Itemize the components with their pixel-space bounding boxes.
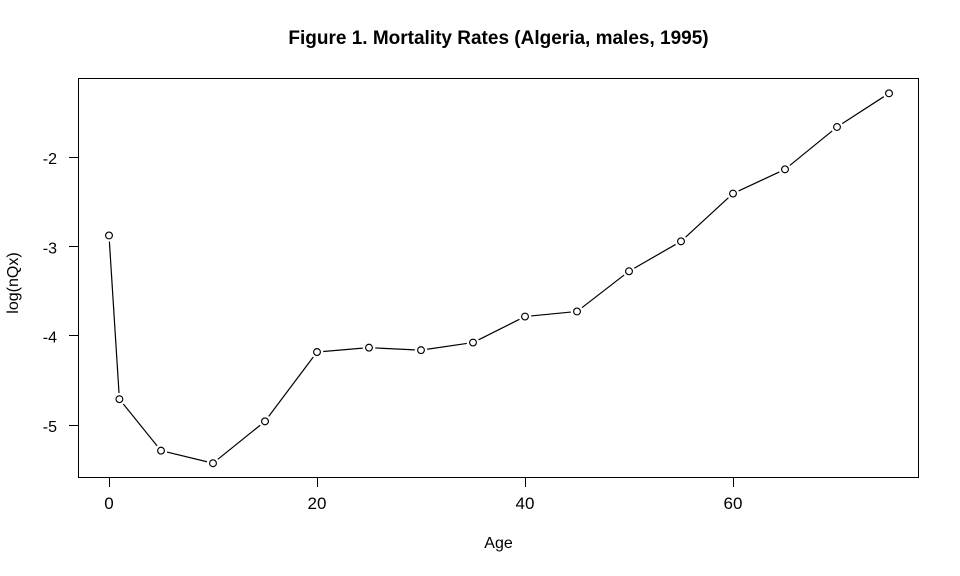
svg-text:-2: -2: [43, 151, 57, 168]
svg-text:-4: -4: [43, 330, 57, 347]
svg-text:-3: -3: [43, 240, 57, 257]
svg-text:0: 0: [104, 494, 113, 513]
svg-text:60: 60: [724, 494, 743, 513]
svg-text:20: 20: [308, 494, 327, 513]
svg-text:40: 40: [516, 494, 535, 513]
svg-text:-5: -5: [43, 419, 57, 436]
